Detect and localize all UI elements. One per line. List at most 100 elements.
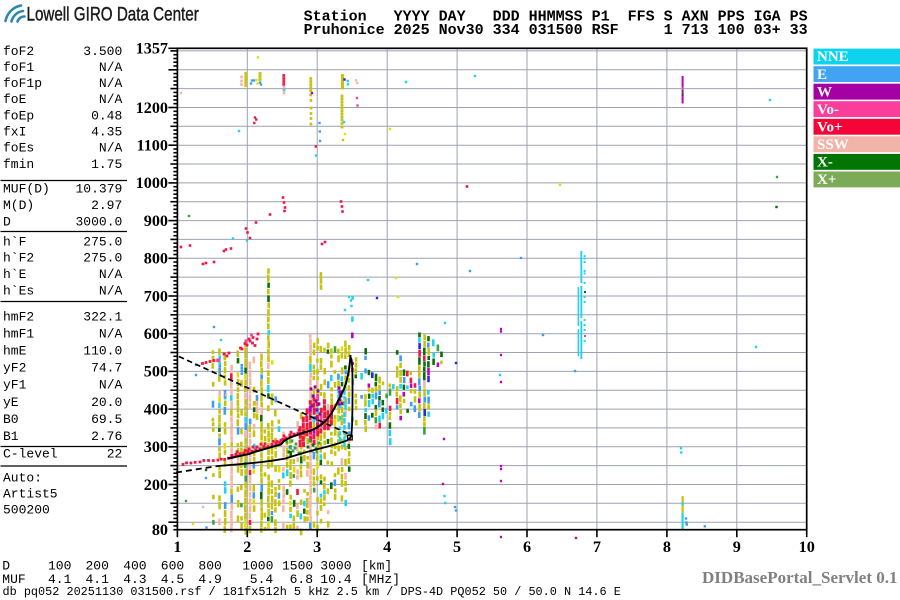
svg-text:2.97: 2.97 xyxy=(91,198,122,213)
svg-text:N/A: N/A xyxy=(99,327,123,342)
svg-text:400: 400 xyxy=(123,558,146,573)
svg-text:1000: 1000 xyxy=(242,558,273,573)
svg-text:4.5: 4.5 xyxy=(161,572,184,587)
svg-text:N/A: N/A xyxy=(99,284,123,299)
svg-text:MUF: MUF xyxy=(2,572,25,587)
svg-text:D: D xyxy=(2,558,10,573)
svg-text:275.0: 275.0 xyxy=(83,251,122,266)
svg-text:9: 9 xyxy=(733,538,741,556)
svg-text:X-: X- xyxy=(817,155,833,171)
svg-text:Station YYYY DAY DDD HHMMS: Station YYYY DAY DDD HHMMSS P1 FFS S AXN… xyxy=(304,8,808,25)
svg-text:Lowell GIRO Data Center: Lowell GIRO Data Center xyxy=(27,2,199,24)
svg-text:hmF2: hmF2 xyxy=(3,310,34,325)
svg-text:4: 4 xyxy=(383,538,391,556)
svg-text:1357: 1357 xyxy=(136,40,168,58)
svg-text:80: 80 xyxy=(152,521,168,539)
svg-text:SSW: SSW xyxy=(817,137,849,153)
svg-text:N/A: N/A xyxy=(99,141,123,156)
svg-text:D: D xyxy=(3,215,11,230)
svg-text:900: 900 xyxy=(144,212,168,230)
svg-text:Vo-: Vo- xyxy=(817,102,839,118)
svg-text:N/A: N/A xyxy=(99,76,123,91)
svg-text:N/A: N/A xyxy=(99,60,123,75)
svg-text:2: 2 xyxy=(243,538,251,556)
svg-text:100: 100 xyxy=(48,558,71,573)
svg-text:800: 800 xyxy=(144,250,168,268)
svg-text:7: 7 xyxy=(593,538,601,556)
svg-text:600: 600 xyxy=(161,558,184,573)
svg-text:Pruhonice 2025 Nov30 334 03150: Pruhonice 2025 Nov30 334 031500 RSF 1 71… xyxy=(304,22,808,39)
svg-text:1.75: 1.75 xyxy=(91,157,122,172)
svg-text:M(D): M(D) xyxy=(3,198,34,213)
svg-text:NNE: NNE xyxy=(817,49,849,65)
svg-text:C-level: C-level xyxy=(3,447,58,462)
svg-text:5.4: 5.4 xyxy=(250,572,274,587)
svg-text:3.500: 3.500 xyxy=(83,44,122,59)
svg-text:h`F2: h`F2 xyxy=(3,251,34,266)
svg-text:3: 3 xyxy=(313,538,321,556)
svg-text:8: 8 xyxy=(663,538,671,556)
svg-text:10: 10 xyxy=(799,538,815,556)
svg-text:foF1: foF1 xyxy=(3,60,34,75)
svg-text:3000.0: 3000.0 xyxy=(75,215,122,230)
svg-text:69.5: 69.5 xyxy=(91,412,122,427)
svg-text:400: 400 xyxy=(144,400,168,418)
svg-text:1200: 1200 xyxy=(136,99,168,117)
svg-text:h`Es: h`Es xyxy=(3,284,34,299)
svg-text:foF2: foF2 xyxy=(3,44,34,59)
svg-text:N/A: N/A xyxy=(99,267,123,282)
svg-text:MUF(D): MUF(D) xyxy=(3,181,50,196)
svg-text:4.9: 4.9 xyxy=(198,572,221,587)
svg-text:fmin: fmin xyxy=(3,157,34,172)
svg-text:[km]: [km] xyxy=(361,558,392,573)
svg-text:[MHz]: [MHz] xyxy=(361,572,400,587)
svg-text:4.35: 4.35 xyxy=(91,125,122,140)
svg-text:200: 200 xyxy=(144,476,168,494)
svg-text:N/A: N/A xyxy=(99,92,123,107)
svg-text:700: 700 xyxy=(144,287,168,305)
svg-text:B0: B0 xyxy=(3,412,19,427)
svg-text:foF1p: foF1p xyxy=(3,76,42,91)
svg-text:1000: 1000 xyxy=(136,174,168,192)
svg-text:foEp: foEp xyxy=(3,108,34,123)
svg-text:3000: 3000 xyxy=(320,558,351,573)
svg-text:200: 200 xyxy=(86,558,109,573)
svg-text:2.76: 2.76 xyxy=(91,429,122,444)
svg-text:5: 5 xyxy=(453,538,461,556)
svg-text:E: E xyxy=(817,67,827,83)
svg-text:4.1: 4.1 xyxy=(48,572,72,587)
svg-text:0.48: 0.48 xyxy=(91,108,122,123)
svg-text:Artist5: Artist5 xyxy=(3,487,58,502)
svg-text:500200: 500200 xyxy=(3,503,50,518)
svg-text:800: 800 xyxy=(198,558,221,573)
svg-text:B1: B1 xyxy=(3,429,19,444)
svg-text:yF1: yF1 xyxy=(3,378,27,393)
svg-text:6: 6 xyxy=(523,538,531,556)
svg-text:yE: yE xyxy=(3,395,19,410)
svg-text:1500: 1500 xyxy=(282,558,313,573)
svg-text:Auto:: Auto: xyxy=(3,471,42,486)
svg-text:foEs: foEs xyxy=(3,141,34,156)
svg-text:X+: X+ xyxy=(817,172,836,188)
svg-text:600: 600 xyxy=(144,325,168,343)
svg-text:hmE: hmE xyxy=(3,344,27,359)
svg-text:20.0: 20.0 xyxy=(91,395,122,410)
svg-text:10.4: 10.4 xyxy=(320,572,351,587)
svg-text:1: 1 xyxy=(173,538,181,556)
svg-text:22: 22 xyxy=(107,447,123,462)
svg-text:4.1: 4.1 xyxy=(86,572,110,587)
svg-text:yF2: yF2 xyxy=(3,361,26,376)
svg-text:275.0: 275.0 xyxy=(83,234,122,249)
svg-text:h`E: h`E xyxy=(3,267,27,282)
svg-text:DIDBasePortal_Servlet 0.1: DIDBasePortal_Servlet 0.1 xyxy=(702,568,897,587)
svg-text:W: W xyxy=(817,84,832,100)
svg-text:500: 500 xyxy=(144,363,168,381)
svg-text:h`F: h`F xyxy=(3,234,26,249)
svg-text:10.379: 10.379 xyxy=(75,181,122,196)
svg-text:db pq052 20251130 031500.rsf /: db pq052 20251130 031500.rsf / 181fx512h… xyxy=(3,585,621,599)
svg-text:74.7: 74.7 xyxy=(91,361,122,376)
svg-text:6.8: 6.8 xyxy=(290,572,313,587)
svg-text:N/A: N/A xyxy=(99,378,123,393)
svg-text:foE: foE xyxy=(3,92,27,107)
svg-text:Vo+: Vo+ xyxy=(817,119,843,135)
